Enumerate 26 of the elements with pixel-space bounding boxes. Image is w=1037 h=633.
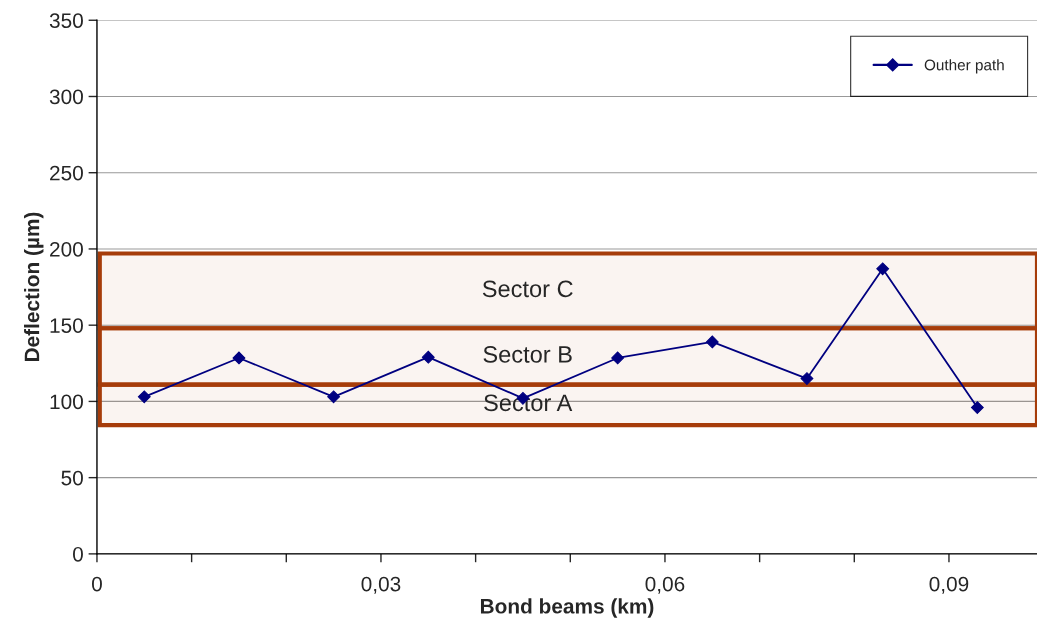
point <box>705 335 719 349</box>
point <box>970 401 984 414</box>
point <box>876 262 890 276</box>
y-tick-label: 350 <box>49 13 83 29</box>
y-tick-label: 0 <box>72 546 83 562</box>
x-tick-label: 0,03 <box>361 576 401 594</box>
point <box>421 350 435 364</box>
x-tick-label: 0 <box>91 576 102 592</box>
legend-label: Outher path <box>924 59 1004 74</box>
y-tick-label: 150 <box>50 318 83 333</box>
band-label: Sector B <box>483 346 572 363</box>
point <box>800 372 814 385</box>
band-label: Sector C <box>482 280 573 298</box>
x-tick-label: 0,06 <box>645 576 685 594</box>
y-tick-label: 50 <box>61 470 83 486</box>
y-tick-label: 250 <box>50 165 83 181</box>
y-axis-title: Deflection (µm) <box>24 212 44 362</box>
y-tick-label: 300 <box>49 89 83 105</box>
y-tick-label: 200 <box>50 241 83 257</box>
x-tick-label: 0,09 <box>929 576 969 594</box>
point <box>137 390 151 404</box>
x-axis-title: Bond beams (km) <box>480 598 654 618</box>
point <box>232 351 246 365</box>
point <box>611 351 625 365</box>
y-tick-label: 100 <box>50 394 83 410</box>
point <box>327 390 341 404</box>
